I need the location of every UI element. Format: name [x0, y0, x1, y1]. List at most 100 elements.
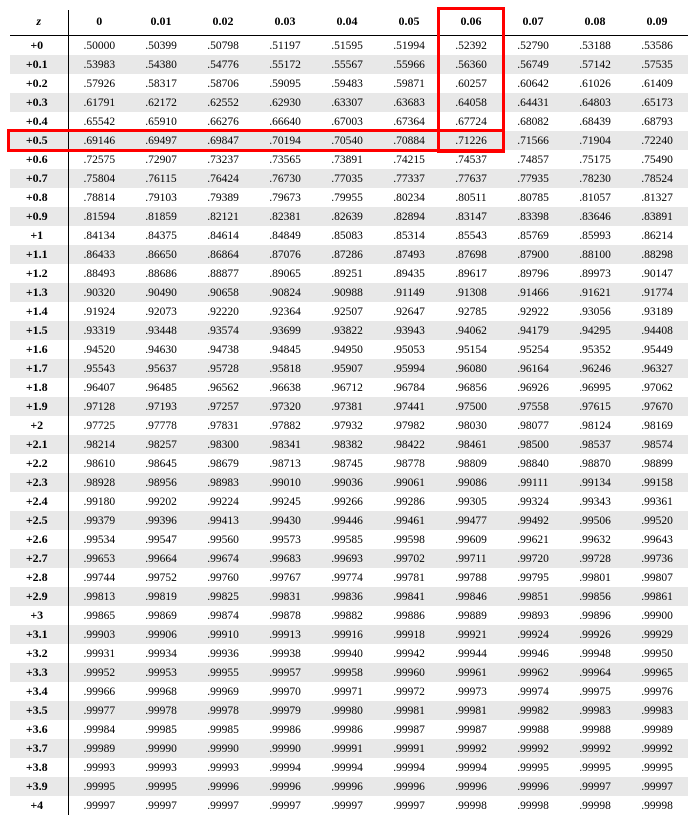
table-cell: .52790 [502, 36, 564, 56]
table-cell: .87286 [316, 245, 378, 264]
table-cell: .99266 [316, 492, 378, 511]
table-cell: .98956 [130, 473, 192, 492]
table-cell: .62552 [192, 93, 254, 112]
table-cell: .99585 [316, 530, 378, 549]
row-header: +3.7 [10, 739, 68, 758]
table-row: +2.7.99653.99664.99674.99683.99693.99702… [10, 549, 688, 568]
table-cell: .79955 [316, 188, 378, 207]
table-cell: .99938 [254, 644, 316, 663]
table-cell: .82381 [254, 207, 316, 226]
table-cell: .98300 [192, 435, 254, 454]
table-cell: .99942 [378, 644, 440, 663]
table-row: +2.6.99534.99547.99560.99573.99585.99598… [10, 530, 688, 549]
table-cell: .99996 [502, 777, 564, 796]
table-cell: .99997 [626, 777, 688, 796]
table-cell: .51994 [378, 36, 440, 56]
table-cell: .81057 [564, 188, 626, 207]
table-cell: .99865 [68, 606, 130, 625]
table-cell: .99978 [130, 701, 192, 720]
table-cell: .99825 [192, 587, 254, 606]
row-header: +3.4 [10, 682, 68, 701]
table-cell: .99653 [68, 549, 130, 568]
table-cell: .99946 [502, 644, 564, 663]
table-cell: .69146 [68, 131, 130, 150]
table-cell: .99950 [626, 644, 688, 663]
table-cell: .97932 [316, 416, 378, 435]
table-cell: .99547 [130, 530, 192, 549]
table-cell: .96784 [378, 378, 440, 397]
table-cell: .97062 [626, 378, 688, 397]
table-cell: .99477 [440, 511, 502, 530]
table-cell: .67003 [316, 112, 378, 131]
col-header: 0.01 [130, 10, 192, 36]
table-cell: .99995 [626, 758, 688, 777]
table-cell: .99988 [502, 720, 564, 739]
table-cell: .99851 [502, 587, 564, 606]
table-cell: .99978 [192, 701, 254, 720]
table-cell: .99903 [68, 625, 130, 644]
table-row: +1.3.90320.90490.90658.90824.90988.91149… [10, 283, 688, 302]
table-cell: .99931 [68, 644, 130, 663]
table-cell: .99987 [440, 720, 502, 739]
row-header: +2.5 [10, 511, 68, 530]
table-cell: .97882 [254, 416, 316, 435]
table-cell: .99801 [564, 568, 626, 587]
table-cell: .99980 [316, 701, 378, 720]
table-cell: .76115 [130, 169, 192, 188]
table-row: +1.1.86433.86650.86864.87076.87286.87493… [10, 245, 688, 264]
table-cell: .79389 [192, 188, 254, 207]
table-cell: .99158 [626, 473, 688, 492]
table-cell: .68439 [564, 112, 626, 131]
col-header: 0.02 [192, 10, 254, 36]
table-cell: .59871 [378, 74, 440, 93]
table-cell: .86650 [130, 245, 192, 264]
table-cell: .69847 [192, 131, 254, 150]
table-cell: .93056 [564, 302, 626, 321]
table-cell: .99992 [626, 739, 688, 758]
table-cell: .58706 [192, 74, 254, 93]
table-cell: .99962 [502, 663, 564, 682]
table-cell: .99446 [316, 511, 378, 530]
table-cell: .61791 [68, 93, 130, 112]
table-cell: .99807 [626, 568, 688, 587]
table-cell: .91774 [626, 283, 688, 302]
table-cell: .98341 [254, 435, 316, 454]
table-cell: .90490 [130, 283, 192, 302]
table-cell: .92922 [502, 302, 564, 321]
table-cell: .65910 [130, 112, 192, 131]
table-cell: .88100 [564, 245, 626, 264]
table-cell: .94408 [626, 321, 688, 340]
table-cell: .83646 [564, 207, 626, 226]
table-cell: .98169 [626, 416, 688, 435]
table-cell: .99994 [440, 758, 502, 777]
row-header: +2.9 [10, 587, 68, 606]
table-cell: .82121 [192, 207, 254, 226]
table-cell: .50798 [192, 36, 254, 56]
table-cell: .99990 [192, 739, 254, 758]
table-cell: .84134 [68, 226, 130, 245]
row-header: +2.3 [10, 473, 68, 492]
table-cell: .99973 [440, 682, 502, 701]
table-cell: .97381 [316, 397, 378, 416]
row-header: +3.6 [10, 720, 68, 739]
table-cell: .87493 [378, 245, 440, 264]
table-cell: .61026 [564, 74, 626, 93]
table-row: +3.8.99993.99993.99993.99994.99994.99994… [10, 758, 688, 777]
table-row: +3.99865.99869.99874.99878.99882.99886.9… [10, 606, 688, 625]
table-row: +2.5.99379.99396.99413.99430.99446.99461… [10, 511, 688, 530]
row-header: +0.3 [10, 93, 68, 112]
table-cell: .99379 [68, 511, 130, 530]
table-cell: .84614 [192, 226, 254, 245]
table-cell: .99910 [192, 625, 254, 644]
table-cell: .67364 [378, 112, 440, 131]
table-cell: .92364 [254, 302, 316, 321]
table-cell: .85543 [440, 226, 502, 245]
table-cell: .99990 [254, 739, 316, 758]
table-cell: .99061 [378, 473, 440, 492]
table-cell: .73237 [192, 150, 254, 169]
table-cell: .99086 [440, 473, 502, 492]
table-cell: .98124 [564, 416, 626, 435]
row-header: +1.3 [10, 283, 68, 302]
table-cell: .74857 [502, 150, 564, 169]
table-cell: .99971 [316, 682, 378, 701]
